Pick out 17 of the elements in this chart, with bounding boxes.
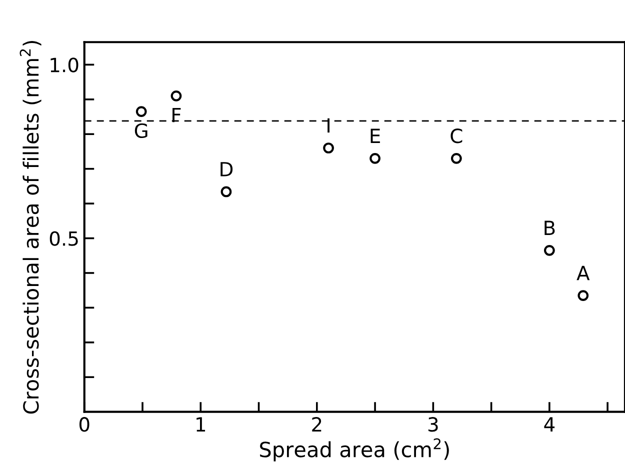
x-axis-title: Spread area (cm$^{2}$): [260, 438, 449, 462]
x-tick-label: 2: [312, 417, 322, 432]
data-label: B: [544, 220, 555, 235]
data-label: G: [134, 123, 148, 138]
data-label: I: [328, 118, 330, 133]
y-axis-title: Cross-sectional area of fillets (mm$^{2}$): [20, 40, 42, 414]
data-label: F: [172, 108, 181, 122]
data-label: A: [576, 266, 590, 280]
data-label: E: [370, 128, 380, 143]
y-tick-label: 1.0: [50, 58, 78, 72]
x-tick-label: 0: [79, 417, 90, 432]
data-label: D: [220, 162, 233, 176]
x-tick-label: 3: [428, 417, 438, 432]
x-tick-label: 4: [544, 417, 555, 432]
y-tick-label: 0.5: [50, 231, 78, 246]
data-label: C: [450, 128, 462, 144]
x-tick-label: 1: [196, 417, 206, 432]
